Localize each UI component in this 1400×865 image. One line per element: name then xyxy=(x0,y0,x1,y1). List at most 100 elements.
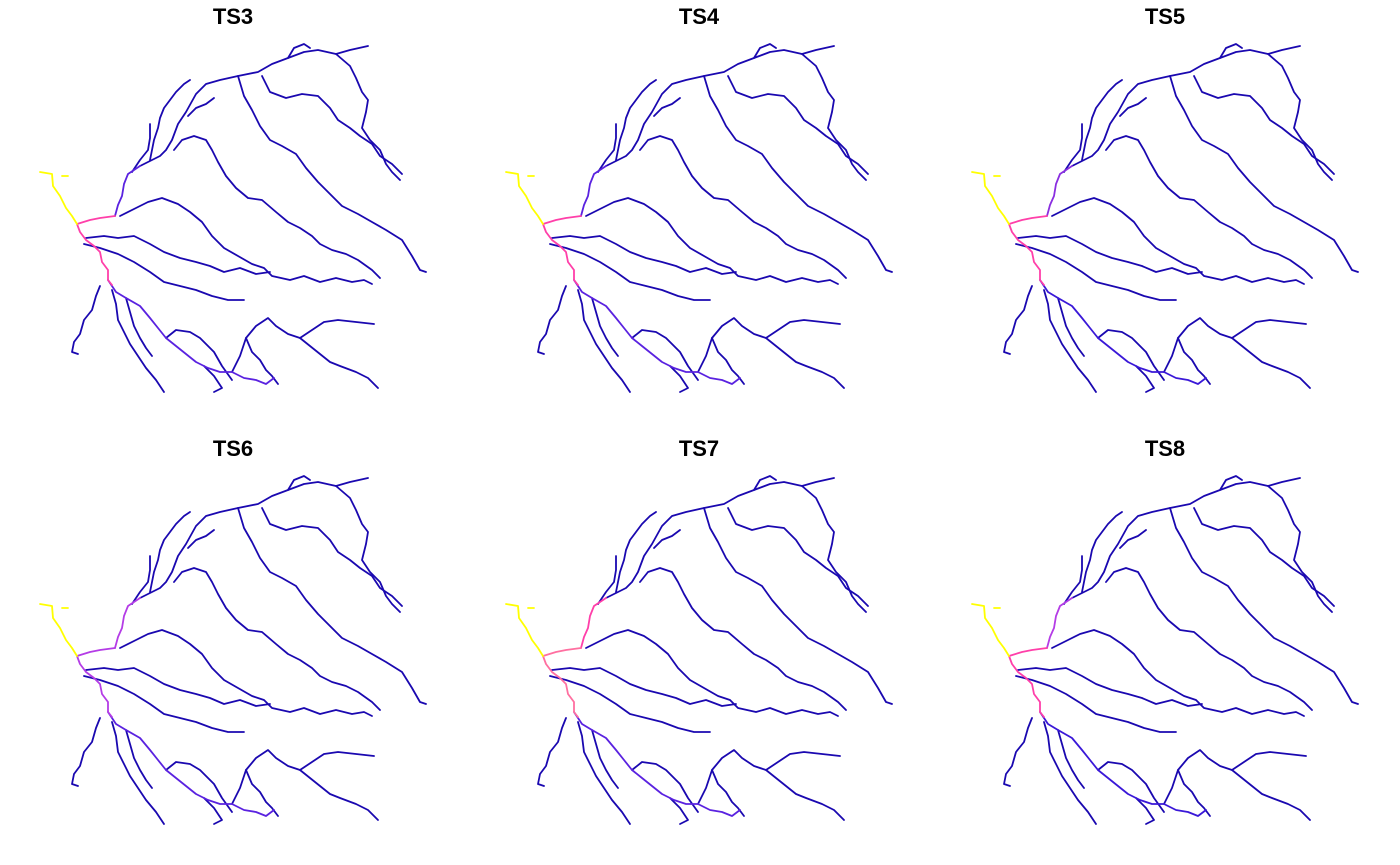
river-segment xyxy=(1169,75,1359,273)
river-segment xyxy=(1017,235,1203,275)
river-segment xyxy=(591,297,619,357)
river-segment xyxy=(1039,711,1207,817)
river-segment xyxy=(1071,45,1301,167)
river-segment xyxy=(76,655,113,718)
river-segment xyxy=(753,475,777,491)
river-segment xyxy=(139,477,369,599)
river-segment xyxy=(1231,337,1311,389)
river-network-map xyxy=(505,475,893,825)
river-segment xyxy=(125,729,153,789)
river-segment xyxy=(1063,123,1083,173)
river-segment xyxy=(605,45,835,167)
river-segment xyxy=(1003,717,1033,787)
river-segment xyxy=(245,769,279,817)
river-segment xyxy=(76,223,113,286)
river-segment xyxy=(1063,555,1083,605)
river-network-map xyxy=(971,43,1359,393)
river-segment xyxy=(542,215,582,225)
map-panel: TS5 xyxy=(932,0,1398,432)
river-segment xyxy=(505,171,544,225)
river-segment xyxy=(114,165,141,217)
river-segment xyxy=(71,717,101,787)
river-segment xyxy=(83,243,245,301)
river-segment xyxy=(1169,507,1359,705)
river-segment xyxy=(1193,507,1335,607)
map-panel: TS8 xyxy=(932,432,1398,864)
river-segment xyxy=(1231,769,1311,821)
river-segment xyxy=(585,197,839,285)
river-segment xyxy=(131,555,151,605)
river-segment xyxy=(505,603,544,657)
river-segment xyxy=(639,567,847,711)
river-segment xyxy=(1097,761,1165,813)
river-segment xyxy=(631,329,699,381)
river-segment xyxy=(542,223,579,286)
river-segment xyxy=(165,329,233,381)
river-segment xyxy=(1008,223,1045,286)
river-segment xyxy=(573,711,741,817)
river-segment xyxy=(753,43,777,59)
river-segment xyxy=(76,215,116,225)
river-segment xyxy=(1105,135,1313,279)
river-segment xyxy=(71,285,101,355)
river-segment xyxy=(1057,729,1085,789)
river-segment xyxy=(537,285,567,355)
river-segment xyxy=(615,511,657,593)
river-segment xyxy=(76,647,116,657)
river-segment xyxy=(1219,475,1243,491)
river-segment xyxy=(551,667,737,707)
river-segment xyxy=(261,75,403,175)
river-segment xyxy=(1219,43,1243,59)
river-segment xyxy=(299,337,379,389)
map-panel: TS4 xyxy=(466,0,932,432)
river-segment xyxy=(669,365,689,393)
river-segment xyxy=(1071,477,1301,599)
river-segment xyxy=(1017,667,1203,707)
river-segment xyxy=(1135,797,1155,825)
river-segment xyxy=(765,337,845,389)
river-segment xyxy=(549,243,711,301)
river-segment xyxy=(231,317,375,373)
river-segment xyxy=(111,721,165,825)
panel-title: TS5 xyxy=(1144,4,1186,29)
river-segment xyxy=(261,507,403,607)
river-segment xyxy=(173,567,381,711)
river-segment xyxy=(83,675,245,733)
river-segment xyxy=(1097,329,1165,381)
river-segment xyxy=(580,165,607,217)
map-panel: TS6 xyxy=(0,432,466,864)
river-segment xyxy=(1046,165,1073,217)
river-segment xyxy=(1135,365,1155,393)
river-segment xyxy=(131,123,151,173)
river-segment xyxy=(203,365,223,393)
river-segment xyxy=(107,279,275,385)
river-segment xyxy=(591,729,619,789)
river-segment xyxy=(653,97,681,117)
river-segment xyxy=(1051,629,1305,717)
river-segment xyxy=(1015,243,1177,301)
river-segment xyxy=(1081,79,1123,161)
river-segment xyxy=(85,667,271,707)
river-segment xyxy=(551,235,737,275)
river-segment xyxy=(39,171,78,225)
river-segment xyxy=(801,485,867,613)
river-segment xyxy=(1105,567,1313,711)
river-segment xyxy=(1267,485,1333,613)
river-segment xyxy=(1008,655,1045,718)
map-panel: TS3 xyxy=(0,0,466,432)
panel-title: TS6 xyxy=(212,436,254,461)
river-segment xyxy=(1177,769,1211,817)
river-segment xyxy=(1163,317,1307,373)
river-network-map xyxy=(505,43,893,393)
panel-title: TS3 xyxy=(212,4,254,29)
river-segment xyxy=(585,629,839,717)
river-segment xyxy=(1003,285,1033,355)
river-segment xyxy=(125,297,153,357)
map-panel: TS7 xyxy=(466,432,932,864)
river-segment xyxy=(765,769,845,821)
river-segment xyxy=(39,603,78,657)
river-segment xyxy=(287,43,311,59)
river-segment xyxy=(597,555,617,605)
river-segment xyxy=(173,135,381,279)
river-segment xyxy=(107,711,275,817)
